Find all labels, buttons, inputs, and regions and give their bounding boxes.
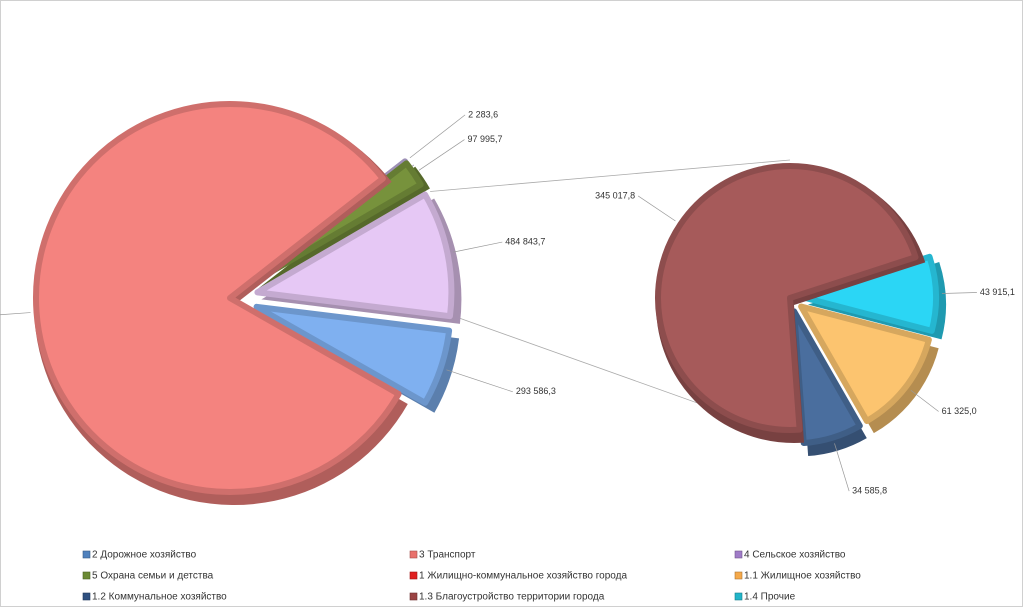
- slice: [791, 308, 863, 447]
- leader-line: [453, 241, 503, 253]
- slice: [253, 303, 453, 406]
- leader-line: [418, 139, 465, 171]
- legend-label: 1.3 Благоустройство территории города: [419, 592, 605, 603]
- legend-swatch: [82, 592, 91, 601]
- leader-line: [941, 292, 977, 294]
- legend-label: 3 Транспорт: [419, 550, 476, 561]
- legend-swatch: [409, 571, 418, 580]
- slice: [254, 191, 455, 320]
- leader-line: [409, 114, 466, 159]
- slice: [798, 303, 932, 424]
- legend-swatch: [82, 571, 91, 580]
- data-label: 97 995,7: [467, 134, 502, 144]
- data-label: 34 585,8: [852, 486, 887, 496]
- leader-line: [446, 369, 513, 393]
- leader-line: [637, 195, 676, 222]
- legend-swatch: [734, 550, 743, 559]
- legend-label: 2 Дорожное хозяйство: [92, 550, 197, 561]
- legend-label: 1.2 Коммунальное хозяйство: [92, 592, 227, 603]
- legend-swatch: [82, 550, 91, 559]
- legend-label: 1 Жилищно-коммунальное хозяйство города: [419, 571, 627, 582]
- legend: 2 Дорожное хозяйство 3 Транспорт 4 Сельско…: [82, 550, 861, 603]
- data-label: 293 586,3: [516, 386, 556, 396]
- leader-line: [834, 443, 850, 492]
- connector-line: [430, 159, 791, 192]
- data-label: 484 843,7: [505, 236, 545, 246]
- legend-swatch: [409, 550, 418, 559]
- slice: [800, 253, 939, 334]
- slice: [33, 101, 402, 495]
- slice: [655, 163, 919, 433]
- data-label: 2 283,6: [468, 109, 498, 119]
- legend-label: 5 Охрана семьи и детства: [92, 571, 214, 582]
- legend-label: 1.4 Прочие: [744, 592, 796, 603]
- data-label: 43 915,1: [980, 287, 1015, 297]
- leader-line: [910, 389, 939, 412]
- legend-swatch: [409, 592, 418, 601]
- data-label: 345 017,8: [595, 190, 635, 200]
- data-label: 61 325,0: [942, 406, 977, 416]
- legend-label: 4 Сельское хозяйство: [744, 550, 846, 561]
- legend-swatch: [734, 571, 743, 580]
- legend-swatch: [734, 592, 743, 601]
- legend-label: 1.1 Жилищное хозяйство: [744, 571, 861, 582]
